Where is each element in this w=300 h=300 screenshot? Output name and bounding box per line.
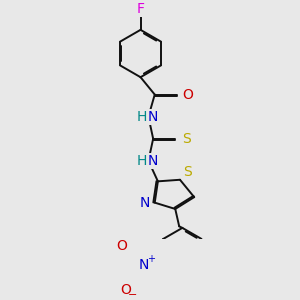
Text: O: O xyxy=(117,239,128,253)
Text: N: N xyxy=(148,110,158,124)
Text: H: H xyxy=(136,154,146,168)
Text: S: S xyxy=(182,132,191,146)
Text: S: S xyxy=(184,165,192,179)
Text: H: H xyxy=(136,110,146,124)
Text: O: O xyxy=(182,88,193,101)
Text: O: O xyxy=(120,283,131,297)
Text: +: + xyxy=(147,254,155,265)
Text: F: F xyxy=(136,2,145,16)
Text: N: N xyxy=(148,154,158,168)
Text: N: N xyxy=(139,258,149,272)
Text: −: − xyxy=(128,290,137,300)
Text: N: N xyxy=(140,196,151,210)
